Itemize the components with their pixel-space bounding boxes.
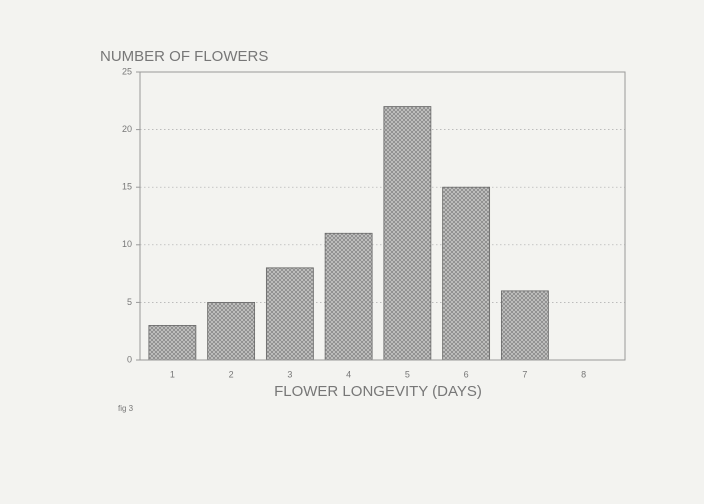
x-tick-label: 8 xyxy=(581,369,586,379)
y-tick-label: 25 xyxy=(122,66,132,76)
y-tick-label: 15 xyxy=(122,182,132,192)
x-tick-label: 3 xyxy=(287,369,292,379)
bar xyxy=(265,267,314,361)
x-tick-label: 4 xyxy=(346,369,351,379)
y-tick-label: 10 xyxy=(122,239,132,249)
x-tick-label: 7 xyxy=(522,369,527,379)
plot-frame xyxy=(139,71,626,361)
bar xyxy=(442,186,491,361)
x-axis-label: FLOWER LONGEVITY (DAYS) xyxy=(274,383,482,400)
y-tick-label: 5 xyxy=(127,297,132,307)
x-tick-label: 5 xyxy=(405,369,410,379)
y-tick-label: 20 xyxy=(122,124,132,134)
x-tick-label: 2 xyxy=(229,369,234,379)
y-tick-label: 0 xyxy=(127,354,132,364)
bar xyxy=(500,290,549,361)
bar xyxy=(148,325,197,361)
bar xyxy=(383,106,432,361)
bar xyxy=(324,232,373,361)
chart-title: NUMBER OF FLOWERS xyxy=(100,48,268,65)
x-tick-label: 6 xyxy=(464,369,469,379)
x-tick-label: 1 xyxy=(170,369,175,379)
bar xyxy=(207,301,256,361)
annotation: fig 3 xyxy=(118,404,134,413)
